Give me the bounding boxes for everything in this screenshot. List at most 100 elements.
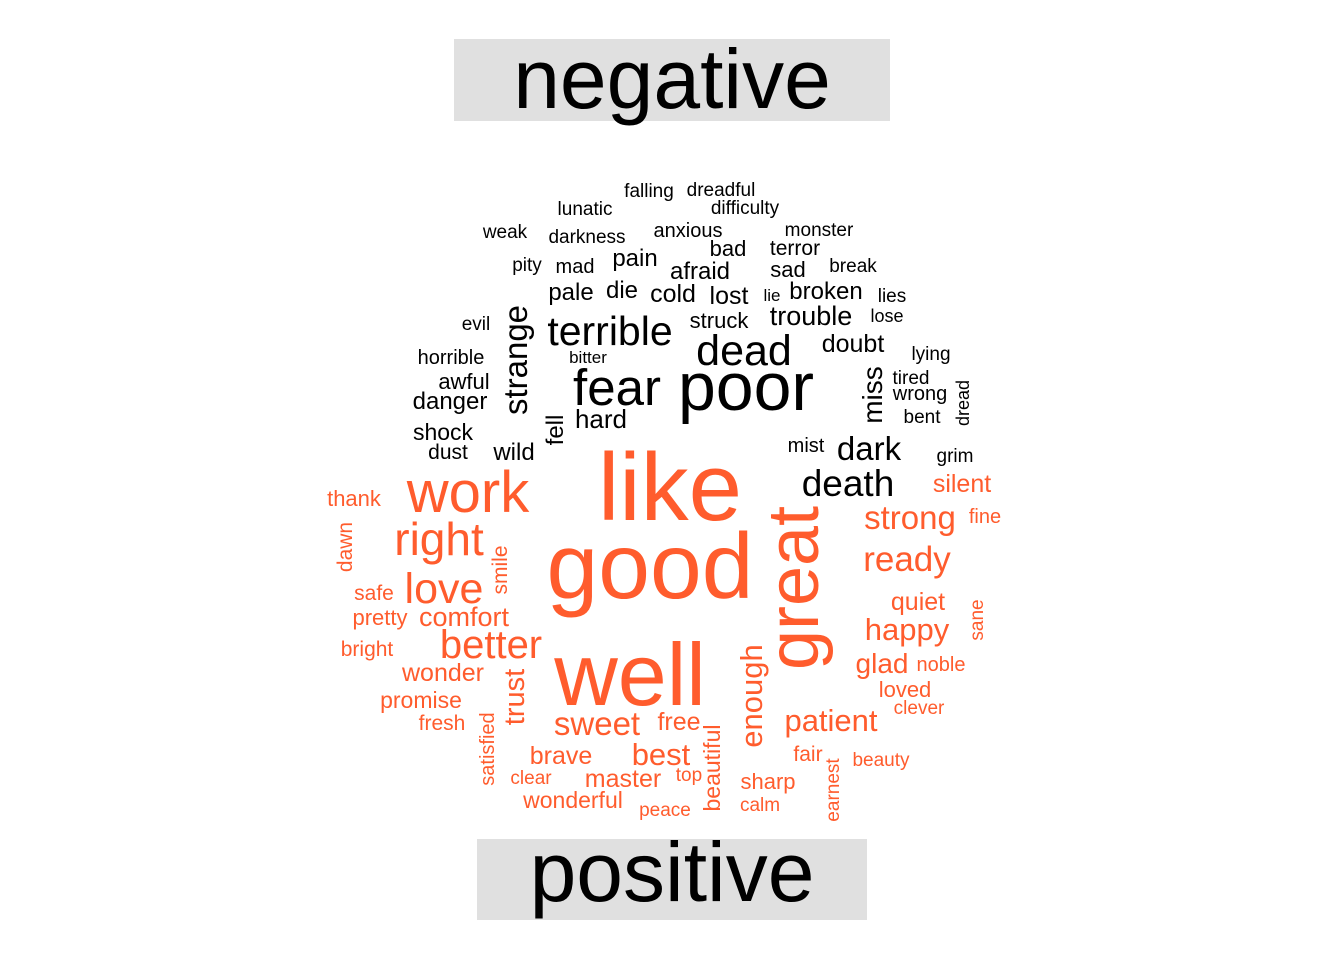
word-master: master bbox=[585, 765, 661, 793]
word-dread: dread bbox=[953, 380, 973, 426]
word-trouble: trouble bbox=[770, 301, 853, 331]
word-grim: grim bbox=[937, 446, 974, 467]
word-terror: terror bbox=[770, 237, 820, 260]
word-thank: thank bbox=[327, 486, 382, 511]
word-brave: brave bbox=[530, 742, 593, 770]
word-pain: pain bbox=[612, 245, 657, 272]
word-clever: clever bbox=[894, 698, 945, 719]
word-evil: evil bbox=[462, 314, 491, 335]
word-dead: dead bbox=[696, 327, 792, 375]
word-free: free bbox=[657, 708, 700, 736]
word-mist: mist bbox=[788, 435, 825, 457]
word-good: good bbox=[547, 514, 754, 618]
word-comfort: comfort bbox=[419, 602, 510, 632]
word-happy: happy bbox=[865, 612, 950, 647]
word-wonder: wonder bbox=[401, 659, 484, 687]
word-cold: cold bbox=[650, 280, 696, 308]
word-clear: clear bbox=[510, 768, 552, 789]
word-promise: promise bbox=[380, 687, 462, 713]
word-fell: fell bbox=[542, 415, 569, 446]
word-miss: miss bbox=[857, 366, 888, 424]
word-pretty: pretty bbox=[352, 605, 407, 630]
word-mad: mad bbox=[556, 256, 595, 278]
word-sweet: sweet bbox=[554, 705, 640, 742]
negative-label-box bbox=[454, 39, 890, 121]
word-wonderful: wonderful bbox=[522, 787, 623, 813]
word-bitter: bitter bbox=[569, 348, 607, 367]
word-weak: weak bbox=[482, 222, 528, 243]
word-smile: smile bbox=[489, 545, 512, 594]
word-work: work bbox=[406, 460, 530, 525]
positive-label-box bbox=[477, 839, 867, 920]
word-fresh: fresh bbox=[419, 712, 466, 735]
word-lie: lie bbox=[763, 286, 780, 305]
word-lost: lost bbox=[710, 282, 749, 310]
word-darkness: darkness bbox=[548, 227, 625, 248]
word-well: well bbox=[553, 625, 706, 724]
word-doubt: doubt bbox=[822, 330, 885, 358]
word-great: great bbox=[754, 506, 834, 670]
word-terrible: terrible bbox=[547, 308, 672, 354]
word-fair: fair bbox=[793, 743, 822, 766]
word-ready: ready bbox=[863, 540, 951, 579]
word-death: death bbox=[802, 463, 895, 504]
word-satisfied: satisfied bbox=[477, 712, 499, 785]
word-love: love bbox=[405, 565, 484, 613]
negative-group-label: negative bbox=[513, 32, 831, 126]
word-hard: hard bbox=[575, 404, 627, 434]
word-bent: bent bbox=[904, 407, 942, 428]
word-break: break bbox=[829, 256, 877, 277]
word-broken: broken bbox=[789, 278, 862, 305]
word-trust: trust bbox=[499, 669, 531, 725]
word-beauty: beauty bbox=[852, 750, 910, 771]
word-enough: enough bbox=[734, 644, 769, 747]
word-pale: pale bbox=[548, 279, 593, 306]
word-sharp: sharp bbox=[740, 769, 795, 794]
word-best: best bbox=[632, 737, 691, 772]
word-sad: sad bbox=[770, 257, 805, 282]
word-lying: lying bbox=[911, 344, 950, 365]
word-falling: falling bbox=[624, 181, 674, 202]
word-monster: monster bbox=[785, 220, 854, 241]
word-bright: bright bbox=[341, 638, 394, 661]
word-like: like bbox=[598, 434, 742, 541]
word-bad: bad bbox=[710, 236, 747, 261]
word-poor: poor bbox=[678, 349, 814, 425]
positive-group-label: positive bbox=[530, 825, 815, 919]
word-silent: silent bbox=[933, 470, 991, 498]
word-lunatic: lunatic bbox=[558, 199, 613, 220]
word-lies: lies bbox=[878, 286, 907, 307]
word-dawn: dawn bbox=[334, 522, 357, 572]
word-peace: peace bbox=[639, 800, 691, 821]
word-dreadful: dreadful bbox=[687, 180, 756, 201]
word-horrible: horrible bbox=[418, 347, 485, 369]
word-better: better bbox=[440, 623, 542, 667]
word-awful: awful bbox=[438, 369, 489, 394]
word-anxious: anxious bbox=[654, 220, 723, 242]
word-quiet: quiet bbox=[891, 588, 945, 616]
word-die: die bbox=[606, 277, 638, 304]
word-pity: pity bbox=[512, 255, 542, 276]
word-wild: wild bbox=[492, 439, 534, 466]
word-difficulty: difficulty bbox=[711, 198, 780, 219]
word-calm: calm bbox=[740, 795, 780, 816]
word-top: top bbox=[676, 765, 702, 786]
word-beautiful: beautiful bbox=[699, 725, 725, 812]
word-struck: struck bbox=[690, 308, 750, 333]
word-strange: strange bbox=[497, 305, 534, 415]
word-right: right bbox=[394, 513, 484, 565]
word-safe: safe bbox=[354, 582, 394, 605]
word-glad: glad bbox=[856, 648, 909, 679]
word-sane: sane bbox=[967, 599, 988, 640]
word-tired: tired bbox=[893, 368, 930, 389]
word-dust: dust bbox=[428, 441, 468, 464]
word-fear: fear bbox=[573, 359, 661, 416]
word-fine: fine bbox=[969, 506, 1001, 528]
word-lose: lose bbox=[870, 306, 903, 326]
word-earnest: earnest bbox=[823, 758, 844, 822]
word-dark: dark bbox=[837, 430, 902, 467]
word-noble: noble bbox=[917, 654, 966, 676]
word-wrong: wrong bbox=[892, 383, 947, 405]
